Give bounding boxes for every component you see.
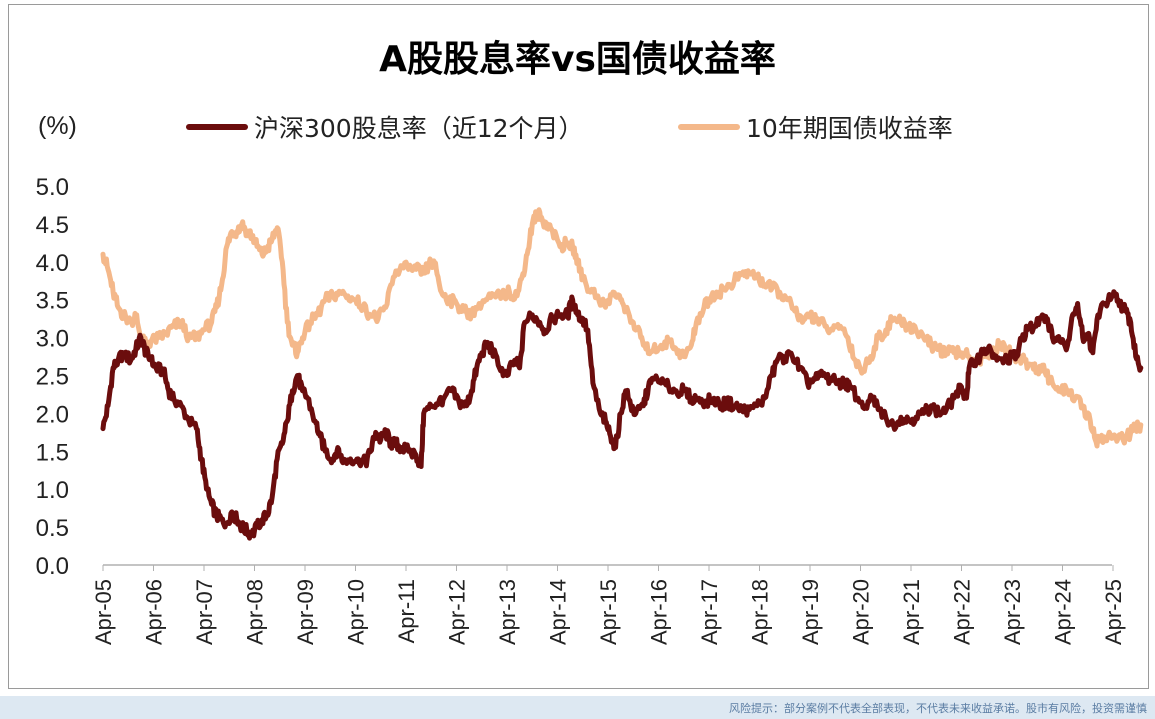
legend-label-dividend-yield: 沪深300股息率（近12个月）: [254, 114, 584, 143]
footer-bar: 风险提示：部分案例不代表全部表现，不代表未来收益承诺。股市有风险，投资需谨慎: [0, 696, 1155, 719]
x-tick-label: Apr-18: [748, 579, 773, 645]
y-tick-label: 5.0: [36, 174, 69, 201]
x-tick-label: Apr-14: [546, 579, 571, 645]
y-tick-label: 0.0: [36, 553, 69, 580]
y-tick-label: 0.5: [36, 515, 69, 542]
y-tick-label: 3.0: [36, 326, 69, 353]
y-tick-label: 4.0: [36, 250, 69, 277]
series-line-bond-yield: [100, 207, 1144, 449]
y-tick-label: 4.5: [36, 212, 69, 239]
y-tick-label: 2.0: [36, 401, 69, 428]
x-tick-label: Apr-06: [142, 579, 167, 645]
x-tick-label: Apr-11: [394, 579, 419, 643]
x-tick-label: Apr-20: [849, 579, 874, 645]
legend-swatch-dividend-yield: [186, 124, 248, 130]
x-tick-label: Apr-21: [899, 579, 924, 645]
x-tick-label: Apr-24: [1051, 579, 1076, 645]
x-tick-label: Apr-22: [950, 579, 975, 645]
x-tick-label: Apr-13: [495, 579, 520, 645]
y-tick-label: 1.0: [36, 477, 69, 504]
x-tick-label: Apr-15: [596, 579, 621, 645]
x-tick-label: Apr-16: [647, 579, 672, 645]
x-tick-label: Apr-25: [1101, 579, 1126, 645]
x-tick-label: Apr-08: [243, 579, 268, 645]
legend-label-bond-yield: 10年期国债收益率: [746, 114, 953, 143]
legend-swatch-bond-yield: [678, 124, 740, 130]
x-tick-label: Apr-07: [192, 579, 217, 645]
chart-title: A股股息率vs国债收益率: [379, 39, 776, 80]
y-tick-label: 3.5: [36, 288, 69, 315]
legend-item-dividend-yield: 沪深300股息率（近12个月）: [186, 110, 584, 144]
series-line-dividend-yield: [100, 289, 1144, 541]
legend-item-bond-yield: 10年期国债收益率: [678, 110, 953, 144]
y-tick-label: 2.5: [36, 364, 69, 391]
x-tick-label: Apr-10: [344, 579, 369, 645]
x-tick-label: Apr-12: [445, 579, 470, 645]
x-tick-label: Apr-23: [1000, 579, 1025, 645]
y-tick-label: 1.5: [36, 439, 69, 466]
x-tick-label: Apr-05: [91, 579, 116, 645]
footer-disclaimer: 风险提示：部分案例不代表全部表现，不代表未来收益承诺。股市有风险，投资需谨慎: [729, 702, 1147, 715]
x-tick-label: Apr-19: [798, 579, 823, 645]
x-tick-label: Apr-09: [293, 579, 318, 645]
y-axis-unit-label: (%): [38, 112, 77, 140]
x-tick-label: Apr-17: [697, 579, 722, 645]
